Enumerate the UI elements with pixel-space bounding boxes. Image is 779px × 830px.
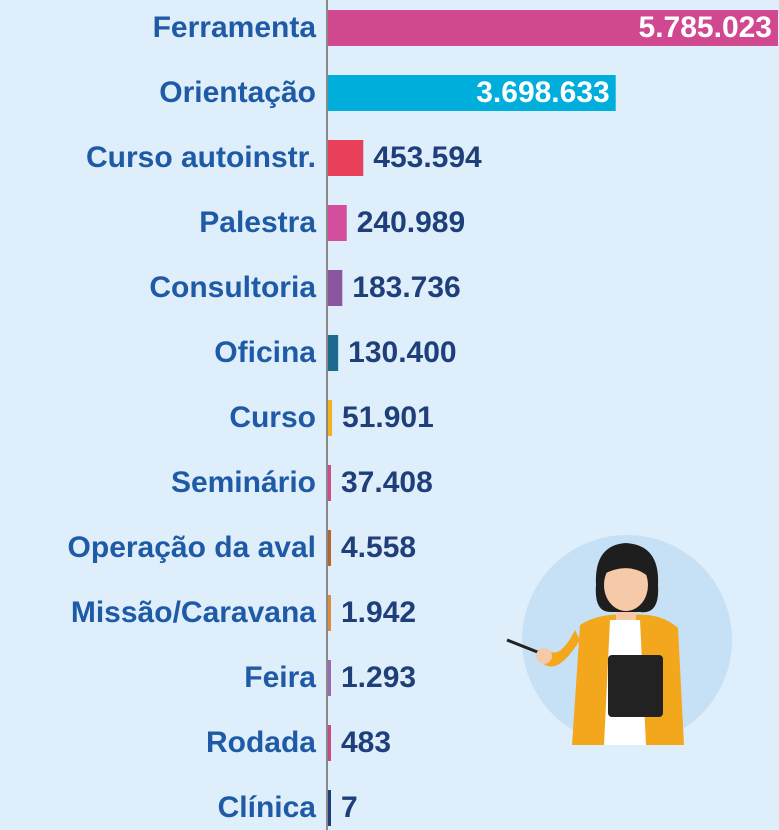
value-label: 1.942 (341, 596, 416, 629)
category-label: Clínica (218, 791, 317, 824)
bar (328, 140, 363, 176)
value-label: 1.293 (341, 661, 416, 694)
value-label: 483 (341, 726, 391, 759)
value-label: 51.901 (342, 401, 434, 434)
bar (328, 595, 331, 631)
bar (328, 530, 331, 566)
bar (328, 790, 331, 826)
category-label: Ferramenta (153, 11, 317, 44)
category-label: Operação da aval (68, 531, 316, 564)
category-label: Curso autoinstr. (86, 141, 316, 174)
category-label: Orientação (159, 76, 316, 109)
bar (328, 335, 338, 371)
value-label: 5.785.023 (639, 11, 772, 44)
category-label: Missão/Caravana (71, 596, 316, 629)
category-label: Seminário (171, 466, 316, 499)
value-label: 37.408 (341, 466, 433, 499)
bar (328, 465, 331, 501)
category-label: Oficina (214, 336, 316, 369)
category-label: Curso (229, 401, 316, 434)
category-label: Feira (244, 661, 316, 694)
chart: Ferramenta 5.785.023 Orientação 3.698.633 Cu… (0, 0, 779, 830)
value-label: 3.698.633 (476, 76, 609, 109)
value-label: 453.594 (373, 141, 482, 174)
category-label: Palestra (199, 206, 316, 239)
bar (328, 400, 332, 436)
value-label: 130.400 (348, 336, 456, 369)
bar (328, 205, 347, 241)
value-label: 4.558 (341, 531, 416, 564)
page: Ferramenta 5.785.023 Orientação 3.698.633 Cu… (0, 0, 779, 830)
value-label: 240.989 (357, 206, 465, 239)
bar (328, 270, 342, 306)
bar (328, 660, 331, 696)
category-label: Consultoria (149, 271, 316, 304)
value-label: 183.736 (352, 271, 460, 304)
category-label: Rodada (206, 726, 316, 759)
bar (328, 725, 331, 761)
value-label: 7 (341, 791, 358, 824)
